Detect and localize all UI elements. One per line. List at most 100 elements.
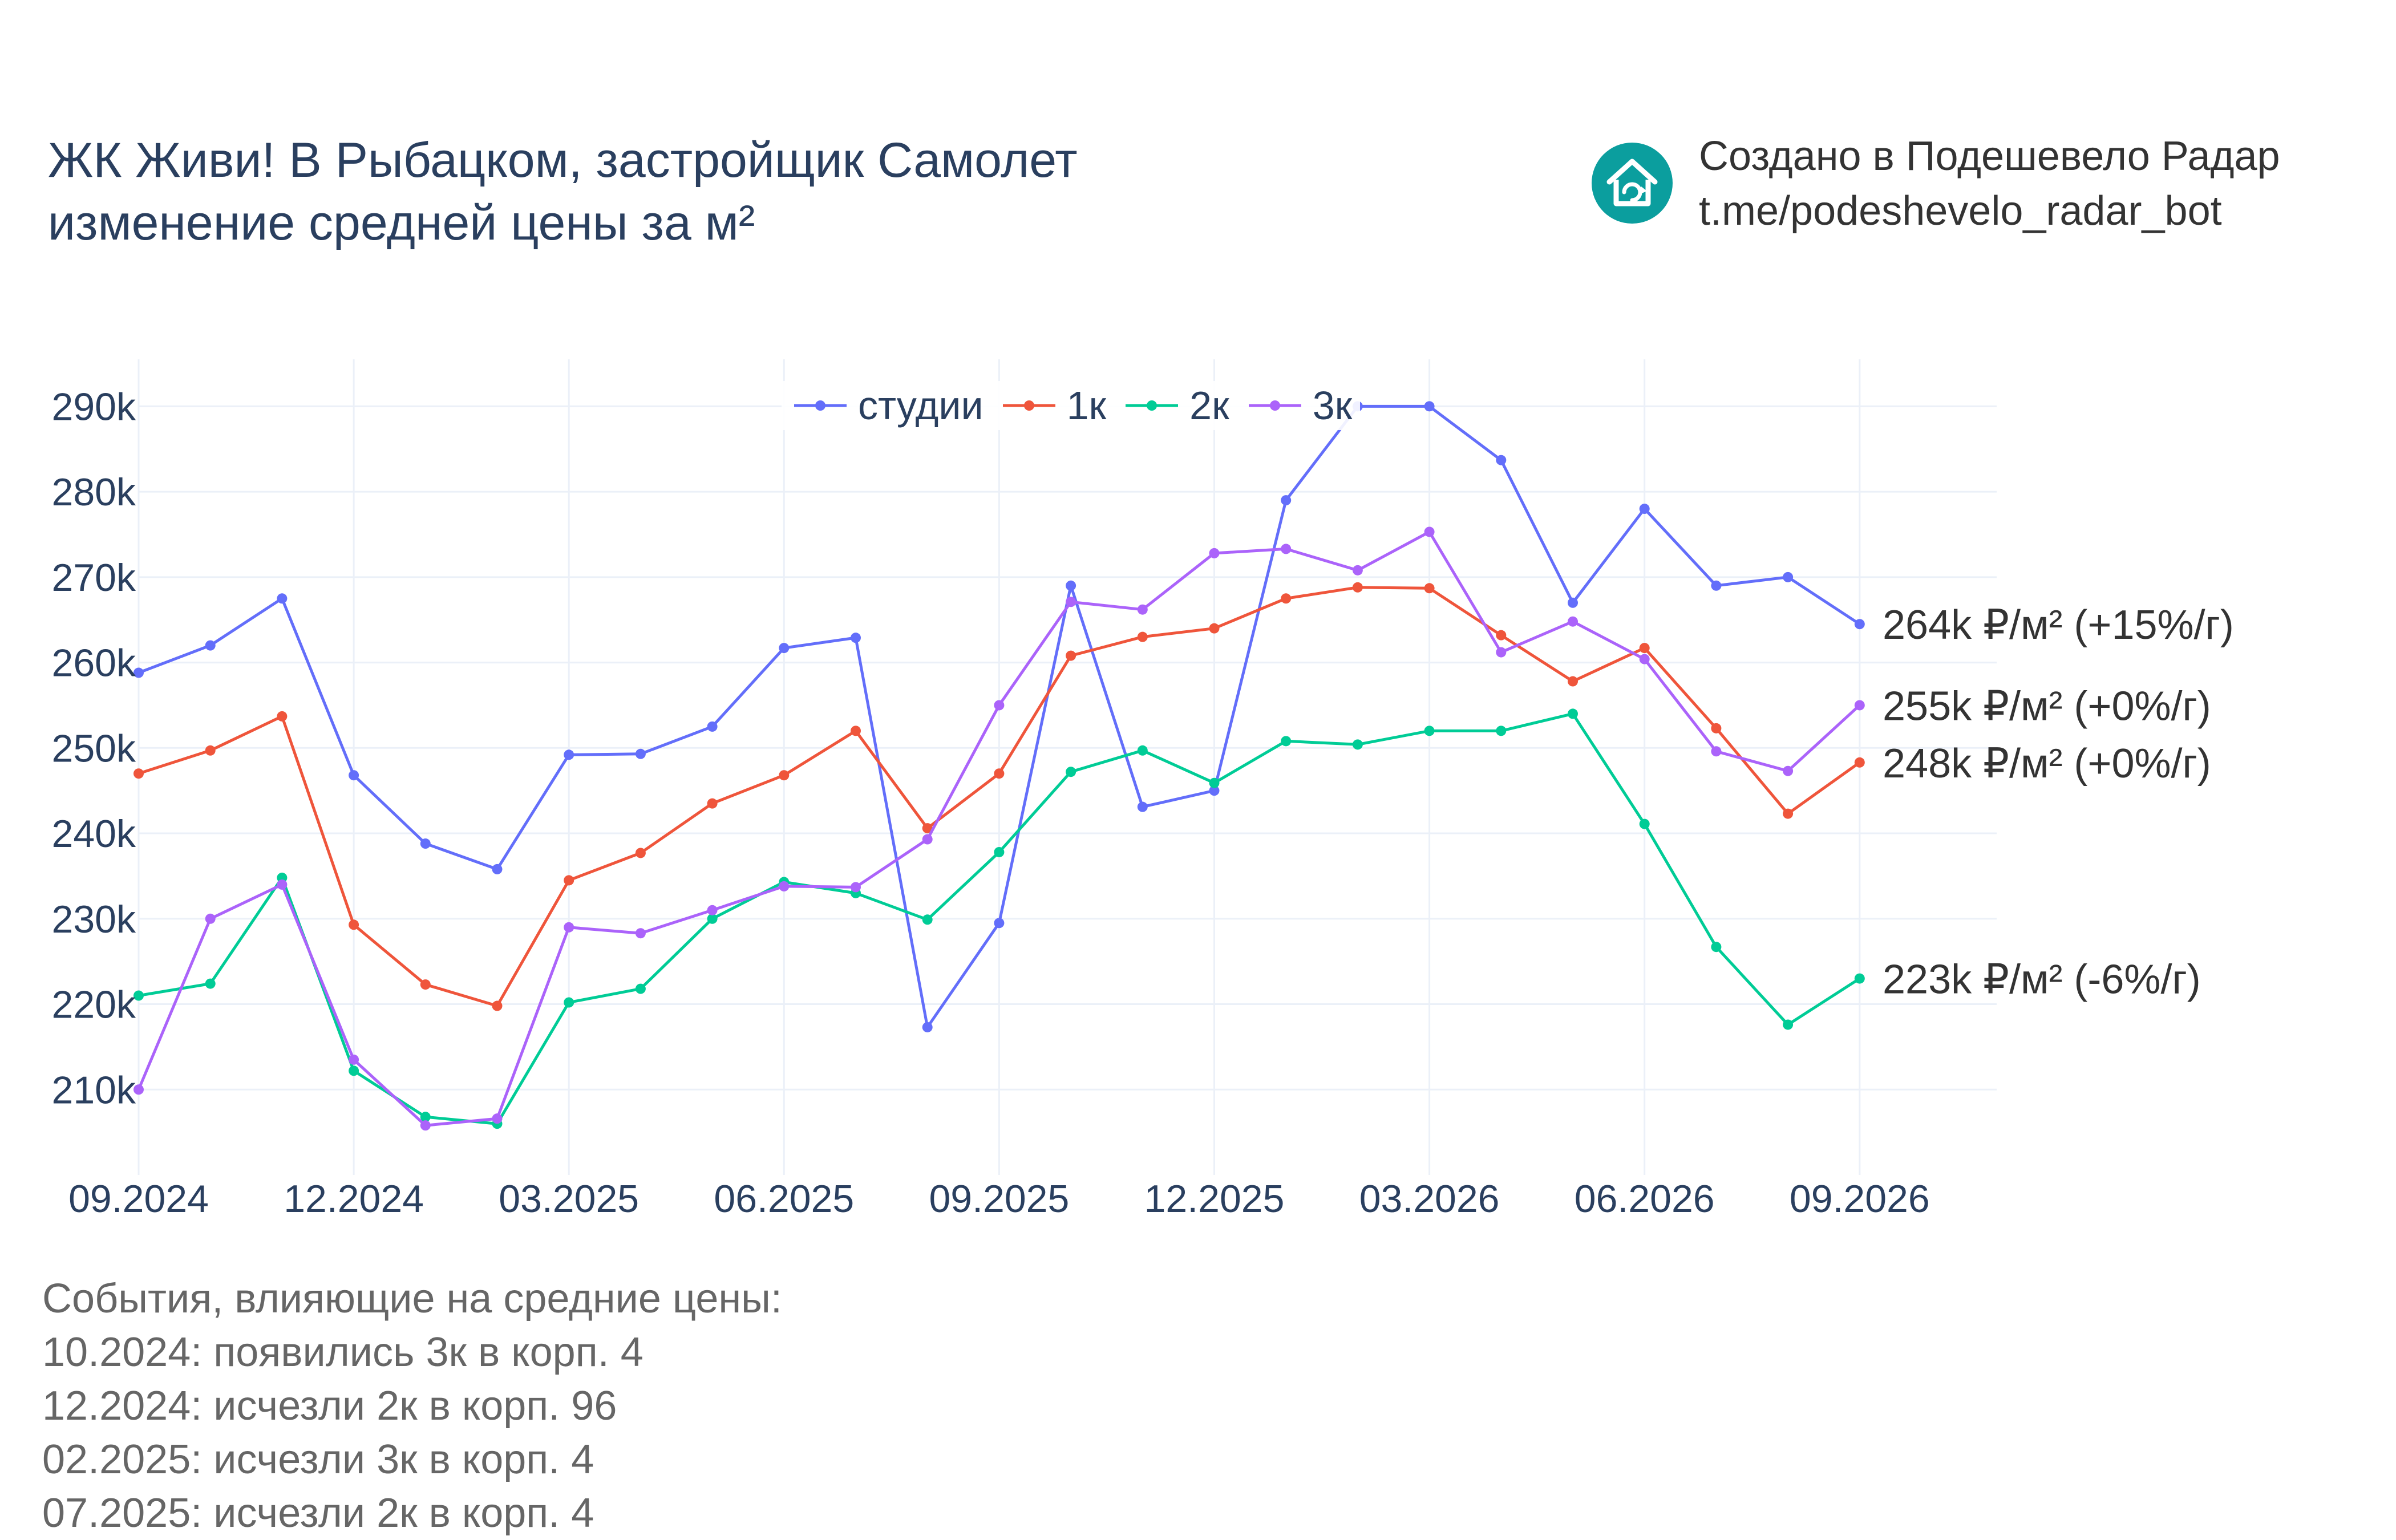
legend-item-3к[interactable]: 3к [1246,383,1352,428]
title-line-1: ЖК Живи! В Рыбацком, застройщик Самолет [48,133,1078,188]
data-point [1568,708,1578,719]
grid [137,359,1997,1175]
data-point [922,834,933,845]
event-item: 02.2025: исчезли 3к в корп. 4 [42,1437,594,1482]
data-point [1639,818,1650,829]
data-point [707,721,718,732]
event-item: 12.2024: исчезли 2к в корп. 96 [42,1383,617,1429]
y-tick-label: 250k [52,727,136,770]
legend-swatch [1248,400,1301,411]
data-point [1496,726,1507,736]
data-point [707,913,718,924]
y-tick-label: 240k [52,812,136,856]
legend-label: студии [858,383,984,428]
data-point [635,928,646,939]
data-point [277,593,288,604]
data-point [1639,504,1650,514]
y-tick-label: 230k [52,898,136,941]
legend-label: 1к [1066,383,1107,428]
data-point [922,1022,933,1032]
data-point [1209,785,1220,796]
x-tick-label: 09.2024 [68,1177,209,1221]
data-point [779,643,790,654]
data-point [922,823,933,834]
data-point [851,882,861,893]
data-point [707,905,718,915]
data-point [1639,654,1650,664]
end-label: 264k ₽/м² (+15%/г) [1883,602,2234,648]
legend-item-1к[interactable]: 1к [1001,383,1107,428]
data-point [1352,739,1363,750]
series-layer [133,401,1865,1131]
x-tick-label: 09.2025 [929,1177,1069,1221]
data-point [205,913,216,924]
data-point [492,1113,503,1124]
end-label: 248k ₽/м² (+0%/г) [1883,741,2211,787]
data-point [277,711,288,722]
data-point [1066,580,1076,591]
data-point [1137,604,1148,615]
data-point [1568,616,1578,627]
data-point [349,1065,359,1076]
series-3к [133,526,1865,1131]
x-tick-label: 09.2026 [1790,1177,1930,1221]
legend-swatch [794,400,847,411]
legend-item-2к[interactable]: 2к [1123,383,1229,428]
data-point [1281,736,1292,747]
data-point [851,726,861,736]
data-point [1783,765,1794,776]
data-point [635,983,646,994]
data-point [1568,597,1578,608]
data-point [1711,942,1722,953]
brand-block: Создано в Подешевело Радар t.me/podeshev… [1592,129,2280,238]
data-point [994,700,1005,711]
x-tick-label: 06.2026 [1575,1177,1715,1221]
data-point [1209,548,1220,558]
end-labels: 264k ₽/м² (+15%/г) 248k ₽/м² (+0%/г) 223k … [1883,602,2234,1002]
data-point [1281,593,1292,604]
data-point [1711,746,1722,757]
x-axis: 09.2024 12.2024 03.2025 06.2025 09.2025 12.20… [68,1177,1930,1221]
data-point [277,879,288,890]
data-point [1496,455,1507,465]
x-tick-label: 12.2024 [284,1177,424,1221]
data-point [779,770,790,781]
y-tick-label: 220k [52,983,136,1027]
data-point [1137,631,1148,642]
data-point [420,979,431,990]
legend: студии 1к 2к 3к [782,381,1361,430]
data-point [564,875,574,886]
events-note: События, влияющие на средние цены: 10.20… [42,1272,782,1540]
legend-item-студии[interactable]: студии [792,383,984,428]
data-point [1137,745,1148,756]
data-point [205,640,216,651]
data-point [1854,700,1865,711]
data-point [1066,650,1076,661]
data-point [349,1054,359,1065]
data-point [1711,723,1722,733]
data-point [133,768,144,779]
data-point [420,1120,431,1131]
data-point [707,798,718,809]
data-point [1854,619,1865,630]
data-point [564,922,574,933]
chart-title: ЖК Живи! В Рыбацком, застройщик Самолет … [48,129,1078,254]
event-item: 07.2025: исчезли 2к в корп. 4 [42,1490,594,1536]
end-label: 223k ₽/м² (-6%/г) [1883,957,2201,1003]
data-point [205,978,216,989]
y-tick-label: 260k [52,642,136,685]
data-point [851,633,861,643]
end-label: 255k ₽/м² (+0%/г) [1883,683,2211,729]
y-axis: 210k 220k 230k 240k 250k 260k 270k 280k 290k [52,385,136,1112]
event-item: 10.2024: появились 3к в корп. 4 [42,1330,643,1375]
data-point [1496,647,1507,658]
data-point [1424,726,1435,736]
data-point [994,768,1005,779]
data-point [1209,777,1220,788]
brand-link[interactable]: t.me/podeshevelo_radar_bot [1699,188,2222,234]
data-point [1783,572,1794,582]
series-студии [133,401,1865,1032]
data-point [1496,630,1507,641]
data-point [1281,544,1292,554]
data-point [1424,401,1435,412]
